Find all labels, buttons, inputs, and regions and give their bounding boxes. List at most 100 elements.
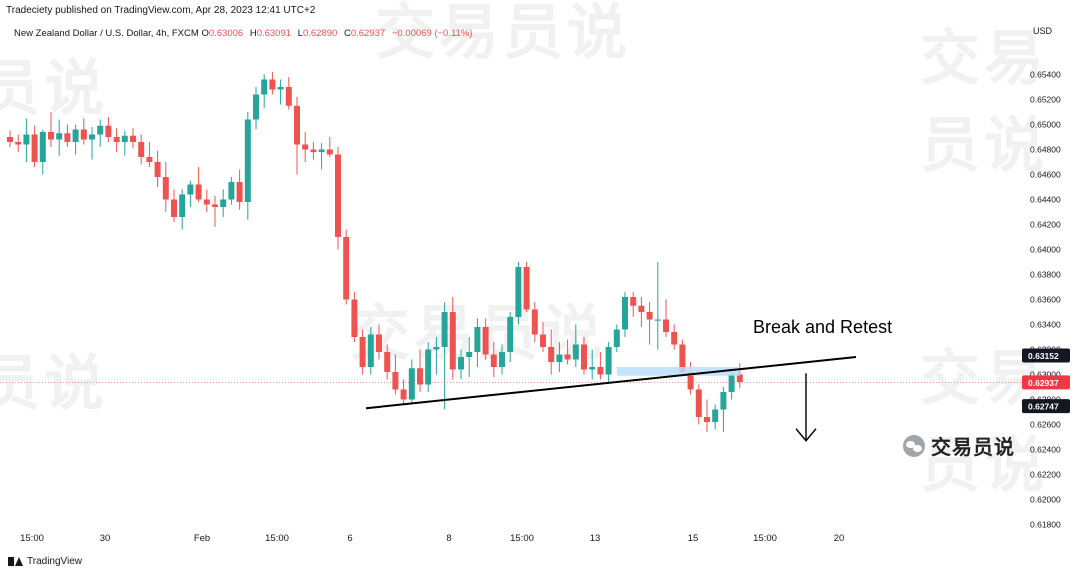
candle-bear [581,344,587,370]
candle-bear [482,327,489,355]
candle-bear [704,417,710,422]
trendline [365,356,857,410]
candle-bear [302,144,309,150]
open-value: 0.63006 [208,28,244,39]
candle-bear [490,354,497,367]
candle-bull [23,134,30,145]
price-axis[interactable]: 0.65400 0.65200 0.65000 0.64800 0.64600 0.644… [1022,70,1070,530]
candle-bear [171,199,177,217]
candle-bear [269,79,276,90]
candle-bull [408,368,415,400]
candle-bear [154,162,161,177]
price-tick-label: 0.64000 [1030,245,1061,255]
candle-bear [212,204,218,207]
time-tick-label: 15:00 [753,533,777,544]
candle-bull [228,182,235,200]
candle-bull [244,119,251,202]
candle-bear [310,149,317,152]
candle-bear [679,344,686,372]
candle-bull [720,392,727,410]
price-tick-label: 0.61800 [1030,520,1061,530]
retest-zone [616,367,740,376]
candle-bull [253,94,259,120]
time-tick-label: 13 [590,533,601,544]
time-tick-label: 30 [100,533,111,544]
candle-bear [384,352,391,372]
candle-bear [359,337,366,367]
candle-bear [195,184,202,200]
candle-bear [294,105,300,145]
annotation-layer: Break and Retest [0,317,1022,442]
candle-bull [728,374,735,392]
candle-bear [335,154,341,237]
candle-bear [663,319,669,332]
candle-bear [531,309,538,335]
candle-bull [433,347,440,350]
down-arrow-head [795,428,817,442]
candle-bear [392,372,399,390]
candle-bull [56,133,63,140]
open-label: O [201,28,209,39]
candle-bear [400,389,407,400]
candle-bear [687,372,694,390]
candle-bull [556,354,563,362]
price-label-text: 0.62747 [1028,402,1059,412]
candle-bear [736,374,743,382]
high-value: 0.63091 [256,28,292,39]
time-tick-label: 15 [688,533,699,544]
time-tick-label: 6 [347,533,352,544]
candle-bear [162,177,169,200]
price-tick-label: 0.64200 [1030,220,1061,230]
time-tick-label: 15:00 [20,533,44,544]
wechat-account-name: 交易员说 [931,437,1015,459]
symbol-name[interactable]: New Zealand Dollar / U.S. Dollar, 4h, FX… [14,28,199,39]
candle-bear [203,199,210,205]
candle-bear [105,125,112,137]
candle-bear [449,312,456,370]
candle-bear [523,267,530,310]
price-tick-label: 0.64800 [1030,145,1061,155]
time-tick-label: Feb [194,533,210,544]
candle-bull [261,79,268,95]
wechat-icon [903,434,925,457]
footer-brand[interactable]: TradingView [27,556,83,567]
candle-bull [318,149,325,152]
candle-bull [97,125,104,135]
candle-bear [64,133,71,142]
candle-bull [515,267,522,317]
price-tick-label: 0.64400 [1030,195,1061,205]
candle-bear [113,137,120,142]
price-label-box [1022,399,1070,414]
candle-bull [179,194,186,217]
publisher-line: Tradeciety published on TradingView.com,… [6,5,316,16]
candle-bull [367,334,374,367]
price-tick-label: 0.62200 [1030,470,1061,480]
footer: TradingView [8,556,82,567]
candle-bear [343,237,350,300]
candle-bear [138,142,145,157]
price-label-box [1022,348,1070,363]
price-tick-label: 0.64600 [1030,170,1061,180]
symbol-legend: New Zealand Dollar / U.S. Dollar, 4h, FX… [14,28,476,39]
candle-bear [417,368,423,385]
high-label: H [249,28,257,39]
candle-bull [507,317,514,352]
annotation-text: Break and Retest [753,317,892,337]
candle-bear [548,347,555,362]
time-axis[interactable]: 15:00 30 Feb 15:00 6 8 15:00 13 15 15:00 20 [20,533,844,544]
candle-bull [474,327,481,352]
time-tick-label: 15:00 [510,533,534,544]
candle-bear [671,332,678,345]
price-tick-label: 0.63800 [1030,270,1061,280]
candle-bear [15,142,22,145]
time-tick-label: 20 [834,533,845,544]
candle-bear [80,129,87,140]
candle-bull [466,352,473,357]
candle-bear [236,182,243,202]
candle-bear [351,299,358,337]
candle-bull [425,349,432,385]
candle-bull [572,344,579,360]
candle-bear [564,354,571,360]
candle-bull [89,134,95,140]
